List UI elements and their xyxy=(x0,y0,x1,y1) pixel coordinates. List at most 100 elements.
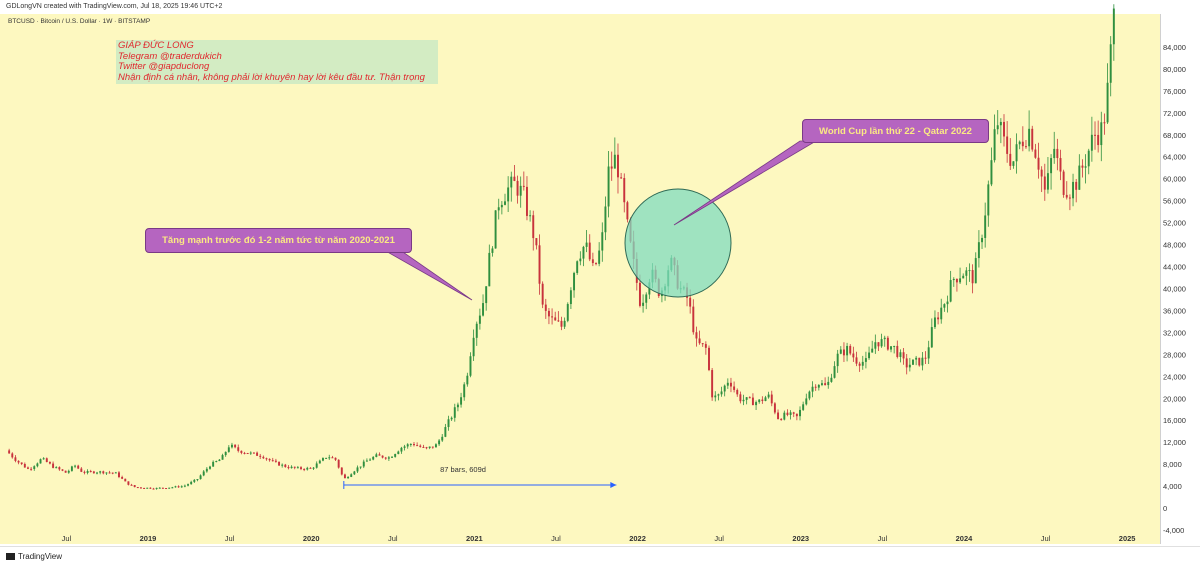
price-tick-label: 8,000 xyxy=(1163,460,1182,469)
time-tick-label: Jul xyxy=(1041,534,1051,543)
candle-body xyxy=(557,320,560,322)
candle-body xyxy=(789,412,792,415)
candle-body xyxy=(127,481,130,485)
time-tick-label: Jul xyxy=(714,534,724,543)
time-tick-label: 2021 xyxy=(466,534,483,543)
measure-label: 87 bars, 609d xyxy=(440,465,486,474)
candle-body xyxy=(777,412,780,419)
candle-body xyxy=(306,467,309,470)
candle-body xyxy=(610,166,613,169)
candle-body xyxy=(1059,158,1062,172)
candle-body xyxy=(748,397,751,399)
callout-right-pointer xyxy=(673,140,818,226)
candle-body xyxy=(541,283,544,305)
candle-body xyxy=(475,323,478,338)
candle-body xyxy=(193,479,196,482)
candle-body xyxy=(460,397,463,405)
candle-body xyxy=(111,472,114,474)
candle-body xyxy=(469,356,472,376)
price-tick-label: 36,000 xyxy=(1163,306,1186,315)
candle-body xyxy=(99,471,102,473)
candle-body xyxy=(708,347,710,371)
chart-area[interactable] xyxy=(0,14,1161,544)
candle-body xyxy=(416,445,419,447)
candle-body xyxy=(896,345,899,357)
candle-body xyxy=(215,461,218,463)
measure-arrowhead xyxy=(610,481,617,488)
candle-body xyxy=(755,402,758,406)
candle-body xyxy=(695,332,698,339)
candle-body xyxy=(802,404,805,410)
candle-body xyxy=(723,385,726,392)
candle-body xyxy=(899,352,902,357)
time-tick-label: 2023 xyxy=(792,534,809,543)
tradingview-logo[interactable]: TradingView xyxy=(6,552,62,561)
time-tick-label: Jul xyxy=(551,534,561,543)
candle-body xyxy=(114,472,117,474)
candle-body xyxy=(874,342,877,349)
candle-body xyxy=(356,467,359,472)
candle-body xyxy=(158,487,161,489)
candle-body xyxy=(522,185,525,187)
candle-body xyxy=(322,458,324,461)
candle-body xyxy=(381,455,384,458)
candle-body xyxy=(893,345,896,347)
candle-body xyxy=(221,455,224,460)
candle-body xyxy=(601,232,604,251)
candle-body xyxy=(343,474,346,479)
candle-body xyxy=(92,471,95,474)
candle-body xyxy=(1081,165,1084,168)
candle-body xyxy=(422,446,425,448)
candle-body xyxy=(1056,148,1059,159)
candle-body xyxy=(212,461,215,467)
candle-body xyxy=(924,357,927,359)
candle-body xyxy=(17,460,20,463)
time-tick-label: 2025 xyxy=(1119,534,1136,543)
candle-body xyxy=(886,337,889,350)
price-axis[interactable] xyxy=(1161,14,1200,544)
candle-body xyxy=(456,404,459,408)
candle-body xyxy=(905,358,908,368)
price-tick-label: 60,000 xyxy=(1163,175,1186,184)
candle-body xyxy=(118,472,120,478)
candle-body xyxy=(733,386,736,390)
candle-body xyxy=(965,270,968,276)
candle-body xyxy=(855,357,858,364)
candle-body xyxy=(999,121,1002,126)
candle-body xyxy=(224,451,227,456)
candle-body xyxy=(384,457,387,459)
candle-body xyxy=(428,446,431,448)
candle-body xyxy=(1112,8,1115,45)
candle-body xyxy=(846,345,849,356)
candle-body xyxy=(949,280,952,302)
candle-body xyxy=(1003,121,1005,137)
candle-body xyxy=(20,462,23,464)
candle-body xyxy=(607,166,610,207)
candle-body xyxy=(500,204,503,208)
price-tick-label: -4,000 xyxy=(1163,526,1184,535)
price-tick-label: 24,000 xyxy=(1163,372,1186,381)
price-tick-label: 48,000 xyxy=(1163,241,1186,250)
candle-body xyxy=(1094,134,1096,136)
candle-body xyxy=(563,320,566,327)
time-tick-label: Jul xyxy=(225,534,235,543)
candle-body xyxy=(441,436,444,441)
candle-body xyxy=(516,180,519,196)
candle-body xyxy=(720,391,723,395)
candle-body xyxy=(143,487,146,489)
candle-body xyxy=(955,278,958,283)
candle-body xyxy=(243,452,246,454)
candle-body xyxy=(466,375,469,385)
candle-body xyxy=(780,418,783,420)
candle-body xyxy=(438,440,441,445)
candle-body xyxy=(14,457,17,461)
time-tick-label: Jul xyxy=(878,534,888,543)
candle-body xyxy=(745,397,748,400)
candle-body xyxy=(519,185,522,196)
candle-body xyxy=(318,460,321,464)
candle-body xyxy=(262,456,265,459)
symbol-label: BTCUSD · Bitcoin / U.S. Dollar · 1W · BI… xyxy=(8,18,151,25)
candle-body xyxy=(638,282,641,306)
time-tick-label: Jul xyxy=(62,534,72,543)
candle-body xyxy=(1109,44,1112,83)
